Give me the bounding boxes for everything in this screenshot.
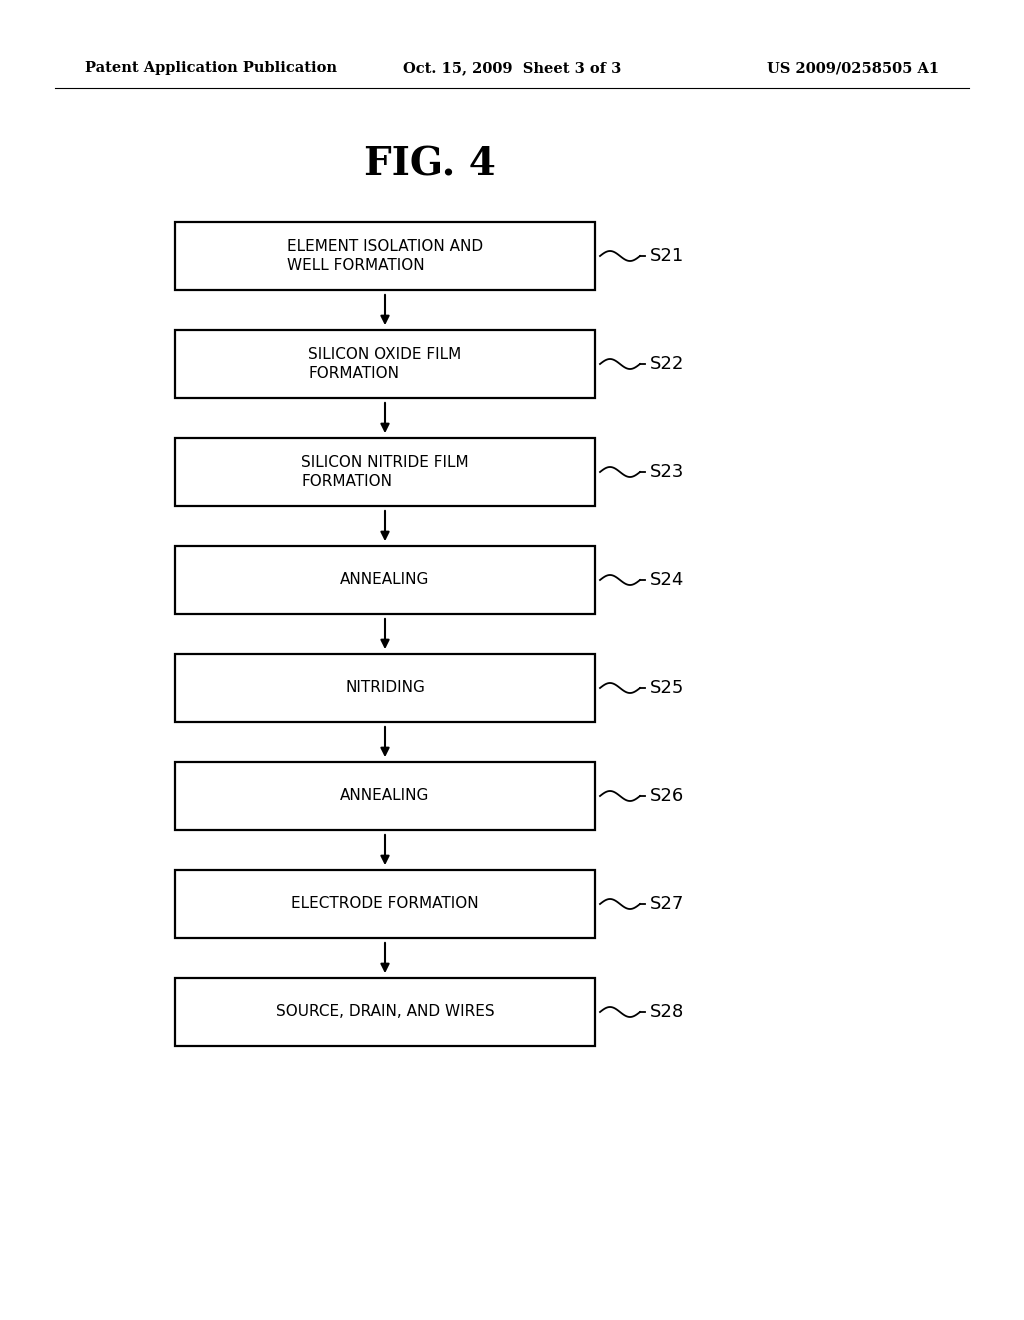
Text: S24: S24 — [650, 572, 684, 589]
Text: S25: S25 — [650, 678, 684, 697]
Text: Oct. 15, 2009  Sheet 3 of 3: Oct. 15, 2009 Sheet 3 of 3 — [402, 61, 622, 75]
Bar — [175, 438, 595, 506]
Text: ANNEALING: ANNEALING — [340, 788, 430, 804]
Bar — [175, 222, 595, 290]
Text: US 2009/0258505 A1: US 2009/0258505 A1 — [767, 61, 939, 75]
Text: S26: S26 — [650, 787, 684, 805]
Text: S21: S21 — [650, 247, 684, 265]
Text: S23: S23 — [650, 463, 684, 480]
Bar — [175, 653, 595, 722]
Text: S22: S22 — [650, 355, 684, 374]
Bar — [175, 978, 595, 1045]
Bar — [175, 870, 595, 939]
Text: ANNEALING: ANNEALING — [340, 573, 430, 587]
Text: FIG. 4: FIG. 4 — [365, 147, 496, 183]
Text: SILICON OXIDE FILM
FORMATION: SILICON OXIDE FILM FORMATION — [308, 347, 462, 381]
Bar — [175, 330, 595, 399]
Text: ELEMENT ISOLATION AND
WELL FORMATION: ELEMENT ISOLATION AND WELL FORMATION — [287, 239, 483, 273]
Text: SILICON NITRIDE FILM
FORMATION: SILICON NITRIDE FILM FORMATION — [301, 454, 469, 490]
Text: S28: S28 — [650, 1003, 684, 1020]
Text: NITRIDING: NITRIDING — [345, 681, 425, 696]
Text: S27: S27 — [650, 895, 684, 913]
Text: ELECTRODE FORMATION: ELECTRODE FORMATION — [291, 896, 479, 912]
Text: SOURCE, DRAIN, AND WIRES: SOURCE, DRAIN, AND WIRES — [275, 1005, 495, 1019]
Bar — [175, 546, 595, 614]
Text: Patent Application Publication: Patent Application Publication — [85, 61, 337, 75]
Bar — [175, 762, 595, 830]
